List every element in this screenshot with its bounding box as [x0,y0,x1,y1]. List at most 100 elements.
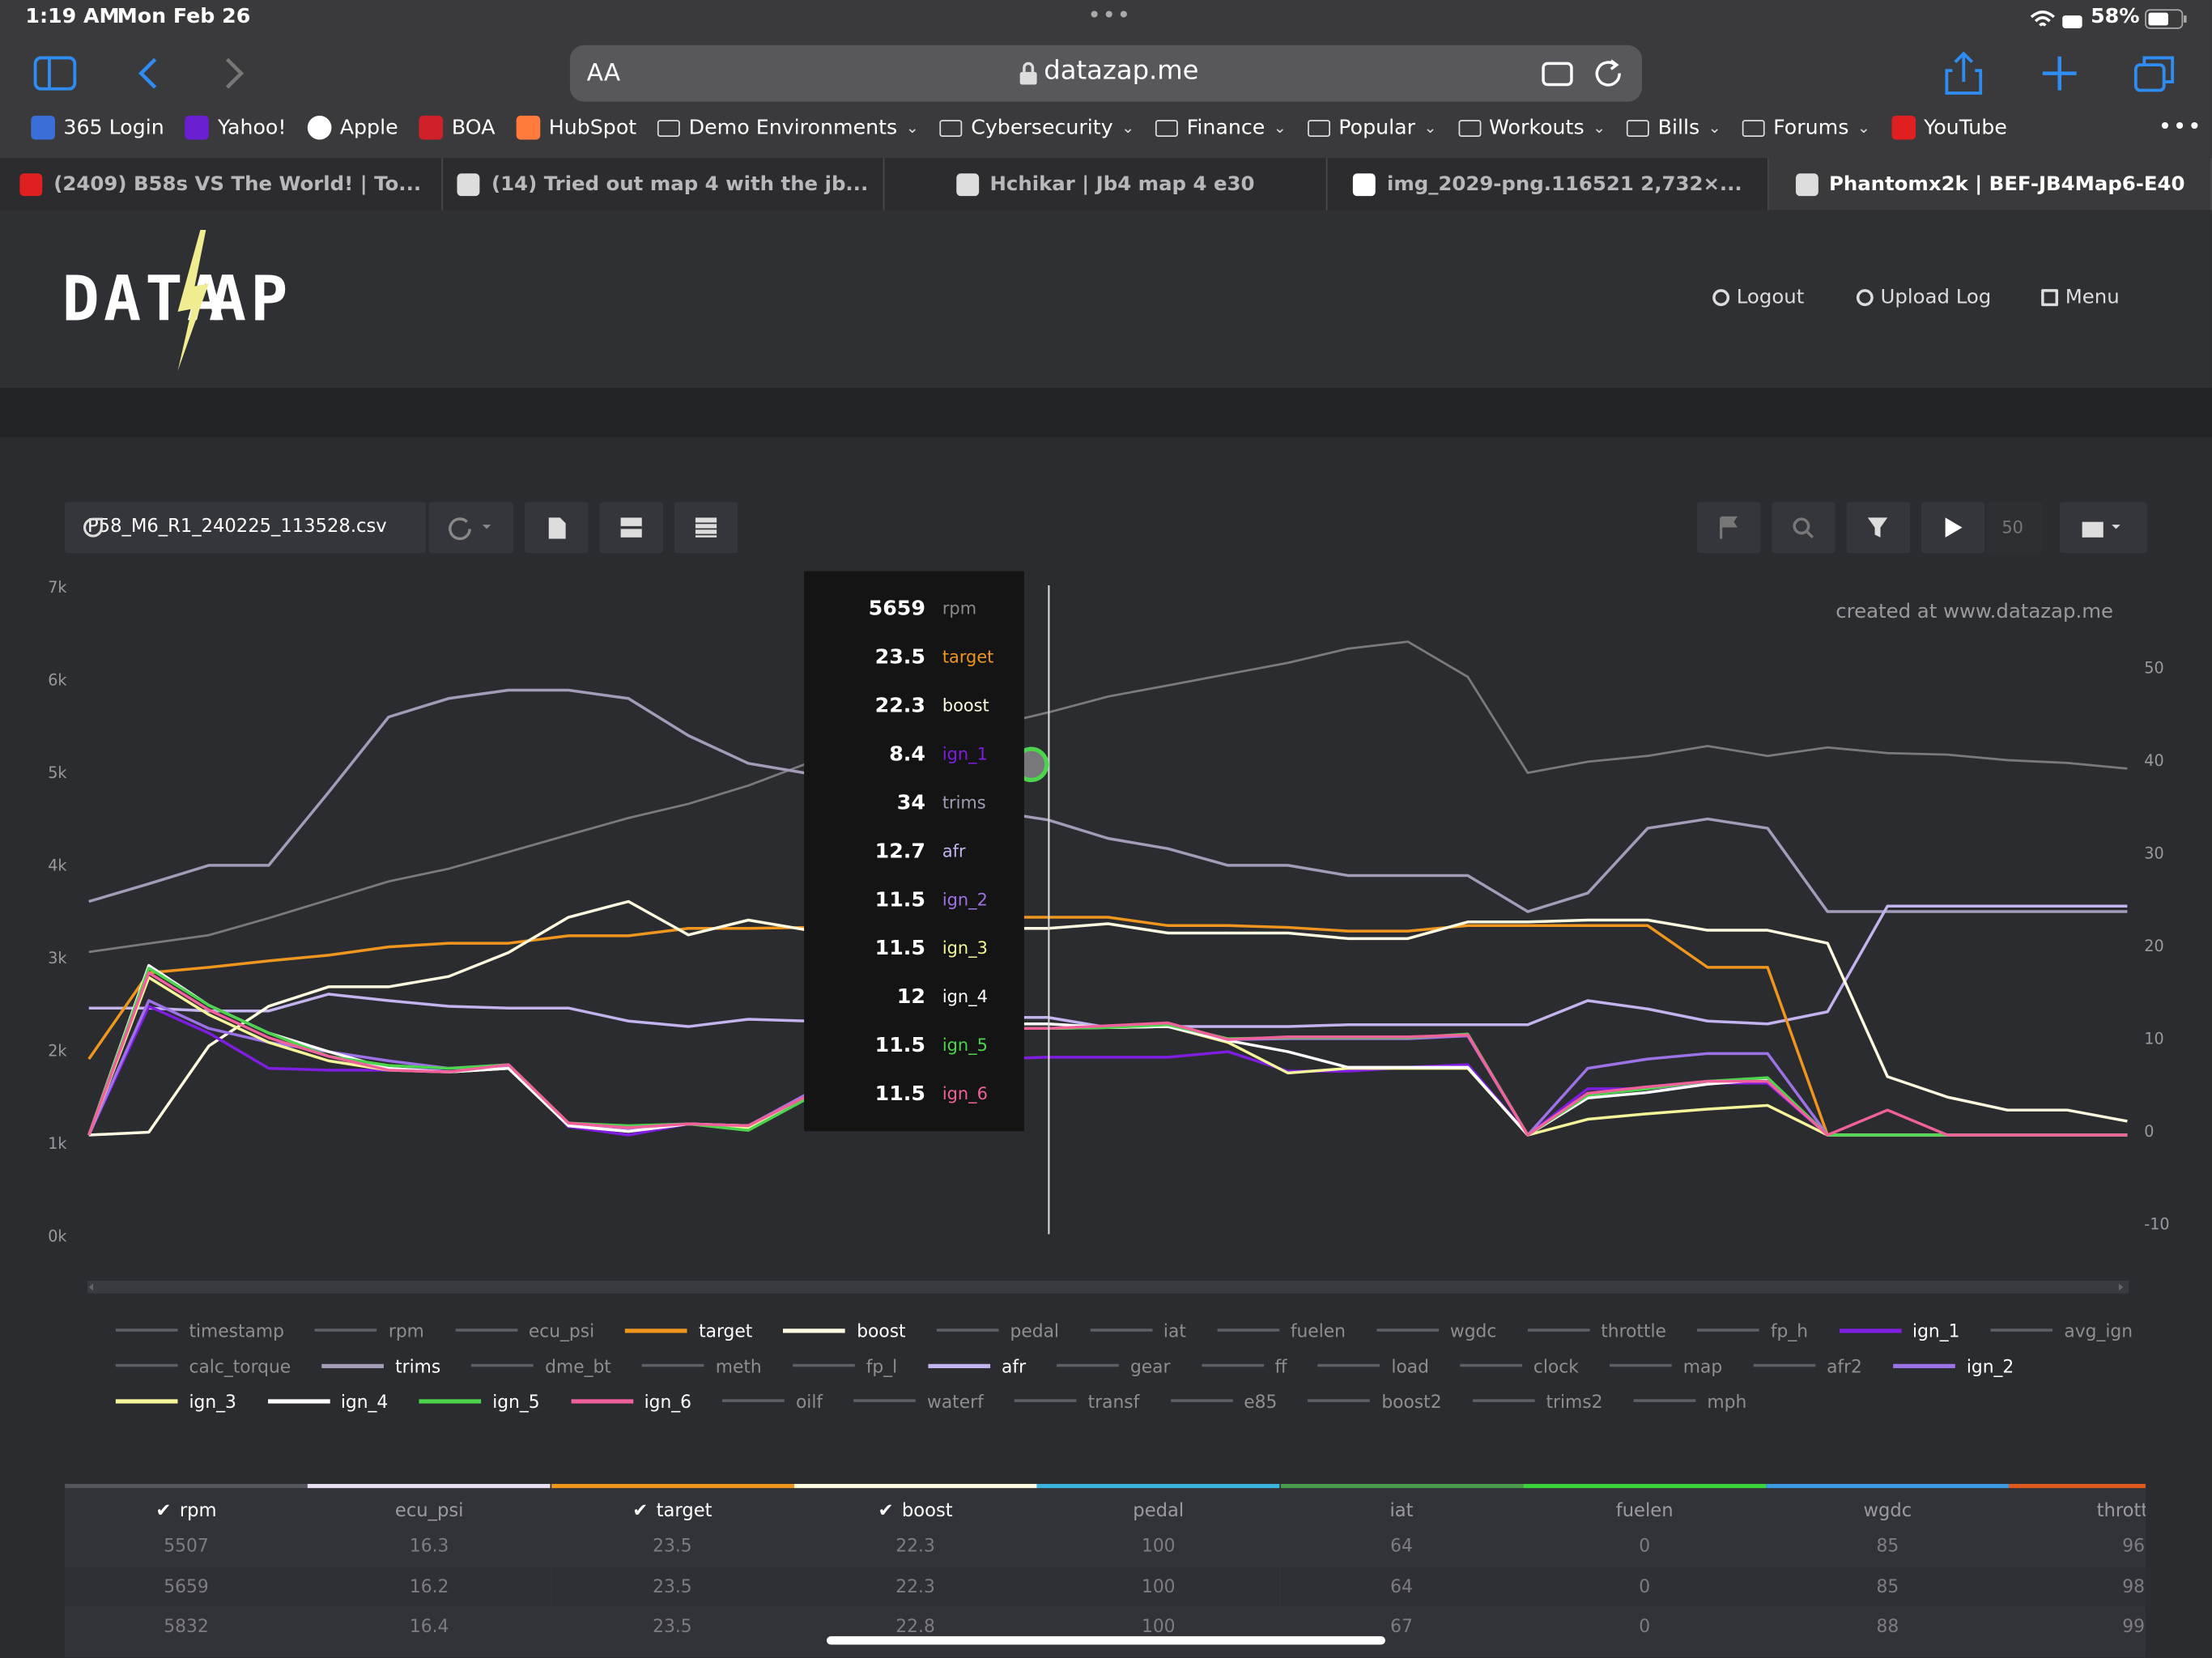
legend-line [115,1398,178,1403]
legend-item[interactable]: ff [1201,1353,1287,1378]
tab[interactable]: (14) Tried out map 4 with the jb... [442,158,885,210]
address-icons[interactable] [1541,57,1626,91]
nav-buttons[interactable] [31,51,270,99]
tooltip-name: rpm [942,599,976,619]
bookmark[interactable]: Popular ⌄ [1307,117,1437,139]
legend-item[interactable]: ign_2 [1893,1353,2014,1378]
y2-tick-label: 30 [2144,844,2163,863]
legend-item[interactable]: transf [1015,1388,1139,1413]
nav-link[interactable]: Menu [2041,287,2120,309]
flag-button[interactable] [1696,502,1761,553]
legend-item[interactable]: fp_h [1697,1317,1808,1342]
legend-item[interactable]: timestamp [115,1317,284,1342]
address-bar[interactable]: AA datazap.me [569,45,1643,102]
column-header[interactable]: ✔ rpm [65,1483,308,1526]
column-header[interactable]: wgdc [1766,1483,2010,1526]
legend-item[interactable]: rpm [315,1317,424,1342]
tooltip-name: ign_6 [942,1084,988,1104]
legend-label: rpm [388,1319,424,1341]
legend-label: afr [1002,1354,1027,1376]
legend-item[interactable]: boost2 [1308,1388,1442,1413]
bookmark[interactable]: Forums ⌄ [1742,117,1870,139]
text-size-button[interactable]: AA [586,59,621,88]
legend-line [1217,1329,1279,1332]
legend-item[interactable]: wgdc [1376,1317,1496,1342]
legend-label: gear [1129,1354,1171,1376]
legend-item[interactable]: avg_ign [1990,1317,2133,1342]
zoom-button[interactable] [1772,502,1836,553]
column-header[interactable]: pedal [1036,1483,1280,1526]
tooltip-name: ign_5 [942,1035,988,1056]
file-button[interactable]: P58_M6_R1_240225_113528.csv [65,502,427,553]
legend-item[interactable]: waterf [853,1388,984,1413]
legend-line [1057,1363,1120,1367]
more-bookmarks[interactable]: ••• [2158,113,2203,140]
tab[interactable]: Phantomx2k | BEF-JB4Map6-E40 [1769,158,2212,210]
bookmark[interactable]: YouTube [1891,115,2007,140]
legend-item[interactable]: ign_1 [1839,1317,1959,1342]
column-header[interactable]: fuelen [1523,1483,1767,1526]
legend-item[interactable]: ign_4 [267,1388,388,1413]
tooltip-name: ign_2 [942,890,988,910]
legend-item[interactable]: fp_l [793,1353,897,1378]
series-line [87,967,2128,1137]
column-header[interactable]: ✔ boost [793,1483,1037,1526]
legend-item[interactable]: throttle [1527,1317,1666,1342]
legend-item[interactable]: ign_5 [419,1388,540,1413]
legend-item[interactable]: ecu_psi [455,1317,594,1342]
legend-item[interactable]: gear [1057,1353,1171,1378]
column-header[interactable]: throttle [2009,1483,2146,1526]
legend-item[interactable]: meth [642,1353,762,1378]
tooltip-name: ign_4 [942,987,988,1007]
table-cell: 0 [1523,1566,1767,1607]
column-header[interactable]: ecu_psi [308,1483,551,1526]
refresh-button[interactable] [428,502,514,553]
legend-item[interactable]: target [625,1317,752,1342]
series-line [88,640,2128,954]
legend-item[interactable]: load [1317,1353,1429,1378]
legend-item[interactable]: trims [321,1353,440,1378]
tab[interactable]: (2409) B58s VS The World! | To... [0,158,443,210]
legend-line [722,1399,785,1402]
legend-item[interactable]: afr [928,1353,1026,1378]
legend-item[interactable]: ign_3 [115,1388,236,1413]
legend-item[interactable]: boost [783,1317,906,1342]
legend-item[interactable]: iat [1090,1317,1186,1342]
scrollbar[interactable] [87,1281,2129,1294]
folder-icon [1307,119,1330,137]
bookmark[interactable]: Cybersecurity ⌄ [939,117,1134,139]
bookmark[interactable]: BOA [419,115,495,140]
legend-item[interactable]: clock [1460,1353,1579,1378]
legend-item[interactable]: trims2 [1472,1388,1602,1413]
check-icon: ✔ [632,1500,649,1522]
legend-item[interactable]: afr2 [1753,1353,1862,1378]
bookmark[interactable]: Workouts ⌄ [1457,117,1606,139]
bookmark[interactable]: HubSpot [516,115,636,140]
legend-item[interactable]: e85 [1170,1388,1277,1413]
legend-line [115,1363,178,1367]
nav-link[interactable]: Logout [1712,287,1804,309]
legend-item[interactable]: ign_6 [571,1388,691,1413]
nav-link[interactable]: Upload Log [1856,287,1991,309]
tab[interactable]: img_2029-png.116521 2,732×... [1327,158,1770,210]
legend-item[interactable]: mph [1633,1388,1746,1413]
legend-item[interactable]: pedal [936,1317,1059,1342]
legend-item[interactable]: calc_torque [115,1353,291,1378]
bookmark[interactable]: Yahoo! [185,115,287,140]
column-header[interactable]: iat [1280,1483,1523,1526]
bookmark[interactable]: Apple [307,115,398,140]
tab[interactable]: Hchikar | Jb4 map 4 e30 [885,158,1328,210]
toolbar-buttons[interactable] [1944,51,2184,99]
legend-item[interactable]: oilf [722,1388,823,1413]
bookmark[interactable]: 365 Login [31,115,164,140]
bookmark[interactable]: Finance ⌄ [1155,117,1287,139]
speed-input[interactable]: 50 [1986,502,2043,553]
legend-item[interactable]: fuelen [1217,1317,1346,1342]
tooltip-name: boost [942,696,989,716]
bookmark[interactable]: Bills ⌄ [1627,117,1721,139]
bookmark[interactable]: Demo Environments ⌄ [657,117,919,139]
tools-button[interactable] [2059,502,2147,553]
legend-item[interactable]: map [1610,1353,1722,1378]
legend-item[interactable]: dme_bt [471,1353,611,1378]
column-header[interactable]: ✔ target [551,1483,794,1526]
